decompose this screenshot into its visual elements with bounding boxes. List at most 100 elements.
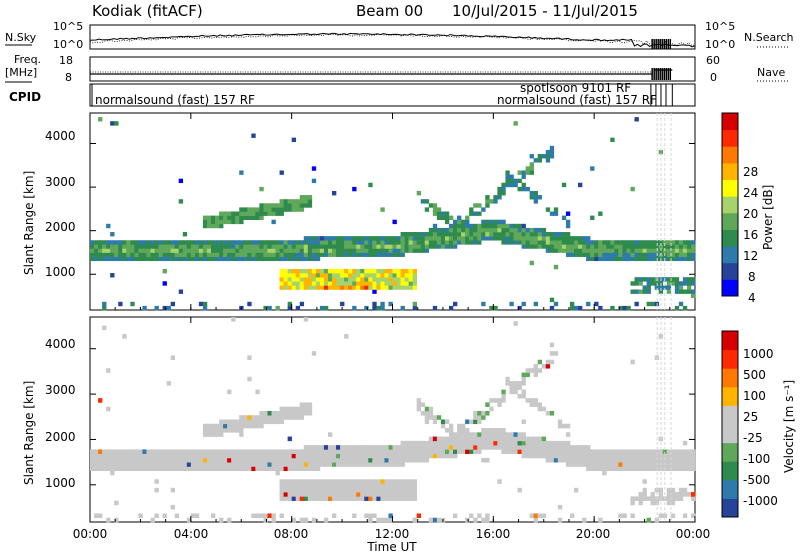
power-cell bbox=[549, 154, 555, 159]
velocity-cell bbox=[142, 453, 147, 459]
velocity-cell bbox=[634, 462, 639, 467]
power-cell bbox=[291, 277, 296, 282]
power-cell bbox=[271, 240, 276, 245]
power-cell bbox=[98, 117, 103, 122]
velocity-cell bbox=[517, 381, 522, 386]
velocity-cell bbox=[574, 449, 579, 454]
power-cell bbox=[569, 248, 575, 253]
power-cell bbox=[114, 252, 119, 257]
power-cell bbox=[295, 248, 301, 253]
velocity-cell bbox=[654, 517, 659, 523]
velocity-cell bbox=[332, 513, 337, 519]
velocity-cell bbox=[428, 449, 434, 454]
velocity-cell bbox=[642, 487, 647, 493]
velocity-cell bbox=[666, 496, 672, 501]
power-cell bbox=[352, 277, 357, 282]
velocity-cell bbox=[416, 449, 422, 454]
power-cell bbox=[493, 195, 498, 200]
power-cell bbox=[448, 223, 454, 229]
velocity-cell bbox=[380, 453, 385, 459]
velocity-cell bbox=[356, 449, 361, 454]
power-cell bbox=[610, 244, 615, 249]
power-cell bbox=[348, 268, 353, 274]
power-cell bbox=[303, 195, 309, 200]
power-cell bbox=[247, 244, 252, 249]
power-cell bbox=[670, 248, 676, 253]
power-cell bbox=[461, 232, 466, 237]
power-cell bbox=[138, 244, 143, 249]
velocity-cell bbox=[521, 432, 526, 437]
power-cell bbox=[618, 248, 623, 253]
velocity-cell bbox=[586, 457, 591, 463]
velocity-cell bbox=[372, 487, 377, 493]
velocity-cell bbox=[275, 419, 280, 425]
velocity-cell bbox=[344, 487, 349, 493]
velocity-cell bbox=[400, 440, 405, 446]
power-cell bbox=[513, 182, 518, 188]
velocity-cb-tick-minus100: -100 bbox=[743, 452, 770, 466]
power-cell bbox=[295, 256, 301, 262]
velocity-cell bbox=[392, 445, 397, 450]
velocity-cell bbox=[372, 479, 377, 484]
velocity-cell bbox=[638, 492, 643, 497]
power-cell bbox=[315, 252, 321, 257]
velocity-cell bbox=[384, 453, 389, 459]
velocity-cell bbox=[396, 496, 401, 501]
power-cell bbox=[340, 240, 345, 245]
power-cell bbox=[291, 281, 296, 286]
velocity-cell bbox=[190, 457, 196, 463]
power-cell bbox=[416, 240, 422, 245]
velocity-cell bbox=[360, 496, 365, 501]
power-cell bbox=[166, 256, 171, 262]
power-cell bbox=[368, 252, 373, 257]
velocity-cell bbox=[380, 462, 385, 467]
power-cell bbox=[364, 273, 369, 278]
velocity-axis-ticks bbox=[89, 317, 696, 522]
power-cell bbox=[344, 273, 349, 278]
power-cell bbox=[457, 227, 462, 233]
velocity-cell bbox=[291, 517, 296, 523]
velocity-cell bbox=[448, 440, 454, 446]
power-cell bbox=[311, 281, 317, 286]
velocity-cell bbox=[239, 466, 244, 472]
power-cell bbox=[299, 281, 305, 286]
velocity-cell bbox=[186, 517, 192, 523]
velocity-cell bbox=[376, 496, 381, 501]
velocity-cell bbox=[670, 449, 676, 454]
power-cell bbox=[622, 256, 627, 262]
power-cell bbox=[323, 277, 329, 282]
velocity-cell bbox=[618, 466, 623, 472]
power-cell bbox=[263, 252, 268, 257]
power-cell bbox=[215, 240, 220, 245]
velocity-cell bbox=[279, 415, 284, 420]
power-cell bbox=[384, 285, 389, 290]
velocity-cell bbox=[299, 449, 305, 454]
power-cell bbox=[206, 223, 212, 229]
velocity-cell bbox=[561, 423, 567, 429]
velocity-cell bbox=[336, 445, 341, 450]
velocity-cell bbox=[505, 445, 510, 450]
power-cell bbox=[360, 252, 365, 257]
velocity-cell bbox=[170, 504, 175, 510]
power-cell bbox=[658, 240, 664, 245]
velocity-cell bbox=[315, 466, 321, 472]
velocity-cell bbox=[186, 457, 192, 463]
velocity-cell bbox=[428, 436, 434, 442]
power-cell bbox=[202, 223, 208, 229]
velocity-cell bbox=[323, 457, 329, 463]
velocity-cell bbox=[327, 487, 333, 493]
power-cell bbox=[473, 203, 478, 208]
power-cell bbox=[352, 285, 357, 290]
velocity-cell bbox=[646, 466, 651, 472]
velocity-cell bbox=[239, 432, 244, 437]
velocity-cell bbox=[404, 496, 409, 501]
power-cell bbox=[682, 256, 688, 262]
power-cell bbox=[368, 248, 373, 253]
power-cell bbox=[485, 227, 490, 233]
velocity-cell bbox=[219, 457, 224, 463]
power-cell bbox=[384, 244, 389, 249]
velocity-cell bbox=[227, 419, 232, 425]
power-cell bbox=[364, 285, 369, 290]
power-cell bbox=[549, 145, 555, 151]
velocity-cell bbox=[376, 479, 381, 484]
